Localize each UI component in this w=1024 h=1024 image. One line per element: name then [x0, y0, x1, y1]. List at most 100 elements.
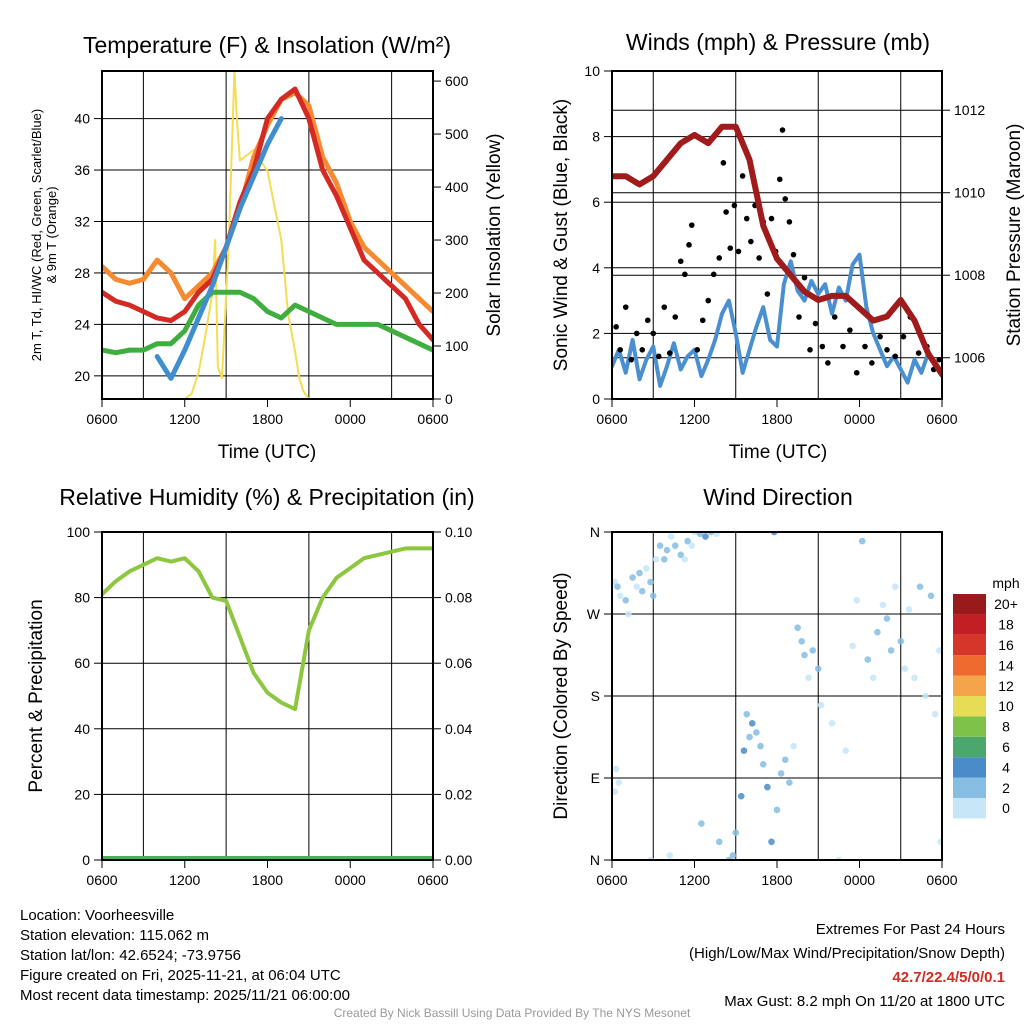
gust-point: [720, 160, 727, 166]
wind-direction-point: [729, 852, 737, 859]
colorbar-label: 4: [1002, 759, 1010, 775]
colorbar-title: mph: [992, 575, 1019, 591]
wind-xtick-label: 1800: [761, 411, 792, 427]
wind-direction-point: [768, 838, 775, 846]
elevation: Station elevation: 115.062 m: [20, 927, 210, 944]
temp-xtick-label: 0600: [86, 411, 117, 427]
temp-ytick-label: 40: [74, 111, 90, 127]
wind-direction-point: [901, 665, 909, 672]
rh-ytick-right-label: 0.10: [445, 524, 472, 540]
wind-direction-point: [638, 587, 646, 595]
wind-direction-point: [786, 779, 793, 786]
temp-plot-frame: [101, 70, 434, 400]
colorbar-label: 20+: [994, 596, 1018, 612]
credit-footer: Created By Nick Bassill Using Data Provi…: [333, 1006, 691, 1020]
gust-point: [650, 330, 657, 337]
temp-ytick-right-label: 200: [445, 285, 469, 301]
dir-title: Wind Direction: [703, 484, 853, 510]
wind-direction-point: [713, 532, 720, 538]
wind-ytick-right-label: 1012: [954, 102, 985, 118]
gust-point: [613, 324, 619, 330]
gust-point: [644, 317, 651, 324]
wind-xtick-label: 0600: [926, 411, 957, 427]
temp-title: Temperature (F) & Insolation (W/m²): [83, 32, 451, 58]
rh-xtick-label: 1200: [169, 872, 200, 888]
colorbar-label: 14: [998, 657, 1014, 673]
wind-direction-point: [931, 710, 939, 718]
wind-direction-point: [879, 601, 887, 609]
rh-xtick-label: 0600: [86, 872, 117, 888]
gust-point: [807, 347, 813, 353]
gust-point: [884, 347, 890, 353]
gust-point: [686, 242, 692, 248]
dir-xtick-label: 0000: [844, 872, 875, 888]
wind-direction-point: [737, 792, 745, 800]
wind-ytick-label: 10: [584, 63, 600, 79]
gust-point: [705, 297, 712, 304]
wind-direction-point: [622, 597, 630, 604]
wind-direction-point: [666, 852, 674, 859]
colorbar-swatch: [953, 594, 986, 615]
dir-ytick-label: W: [587, 606, 601, 622]
wind-direction-point: [696, 532, 704, 538]
colorbar-swatch: [953, 736, 986, 758]
wind-direction-point: [759, 761, 767, 768]
wind-ytick-label: 8: [592, 129, 600, 145]
wind-direction-point: [790, 742, 797, 750]
gust-point: [622, 304, 629, 310]
colorbar-label: 2: [1002, 780, 1010, 796]
temp-ytick-right-label: 0: [445, 391, 453, 407]
wind-direction-point: [671, 542, 679, 549]
gust-point: [716, 255, 723, 261]
rh-xtick-label: 1800: [252, 872, 283, 888]
temp-xlabel: Time (UTC): [218, 442, 317, 463]
colorbar-label: 12: [998, 678, 1014, 694]
gust-point: [727, 245, 734, 251]
extremes-block: Extremes For Past 24 Hours (High/Low/Max…: [689, 918, 1005, 1014]
wind-direction-point: [887, 647, 895, 654]
gust-point: [739, 173, 746, 179]
temp-xtick-label: 0600: [417, 411, 448, 427]
wind-direction-point: [647, 578, 654, 586]
extremes-title: Extremes For Past 24 Hours: [815, 921, 1005, 938]
gust-point: [819, 343, 826, 350]
rh-ytick-right-label: 0.02: [445, 786, 472, 802]
gust-point: [786, 219, 793, 225]
wind-ytick-label: 2: [592, 325, 600, 341]
wind-direction-point: [656, 542, 664, 549]
gust-point: [853, 369, 860, 376]
gust-point: [748, 238, 754, 245]
rh-ytick-label: 80: [74, 590, 90, 606]
dir-plot-frame: [611, 531, 943, 861]
dir-xtick-label: 1800: [761, 872, 792, 888]
station-info: Location: Voorheesville Station elevatio…: [20, 906, 350, 1006]
wind-plot-frame: [611, 70, 943, 400]
gust-point: [661, 304, 668, 310]
wind-direction-point: [681, 556, 689, 563]
gust-point: [900, 333, 907, 340]
location: Location: Voorheesville: [20, 907, 175, 924]
dir-plot-area: [612, 532, 942, 860]
sonic-wind-line: [612, 252, 942, 388]
gust-point: [831, 314, 838, 320]
gust-point: [796, 314, 802, 320]
wind-direction-point: [801, 651, 808, 659]
colorbar-label: 18: [998, 617, 1014, 633]
gust-point: [915, 350, 922, 356]
dir-ytick-label: N: [590, 524, 600, 540]
dir-xtick-label: 0600: [926, 872, 957, 888]
rh-ytick-label: 60: [74, 655, 90, 671]
wind-direction-point: [612, 788, 619, 795]
wind-direction-point: [883, 615, 891, 622]
dir-ytick-label: E: [591, 770, 600, 786]
rh-ytick-right-label: 0.08: [445, 590, 472, 606]
wind-direction-point: [649, 592, 657, 600]
gust-point: [892, 353, 899, 360]
colorbar-label: 0: [1002, 800, 1010, 816]
wind-ytick-label: 6: [592, 194, 600, 210]
temp-xtick-label: 1200: [169, 411, 200, 427]
temp-ytick-label: 24: [74, 316, 90, 332]
rh-plot-frame: [101, 531, 434, 861]
colorbar-swatch: [953, 634, 986, 656]
wind-direction-point: [757, 742, 764, 750]
